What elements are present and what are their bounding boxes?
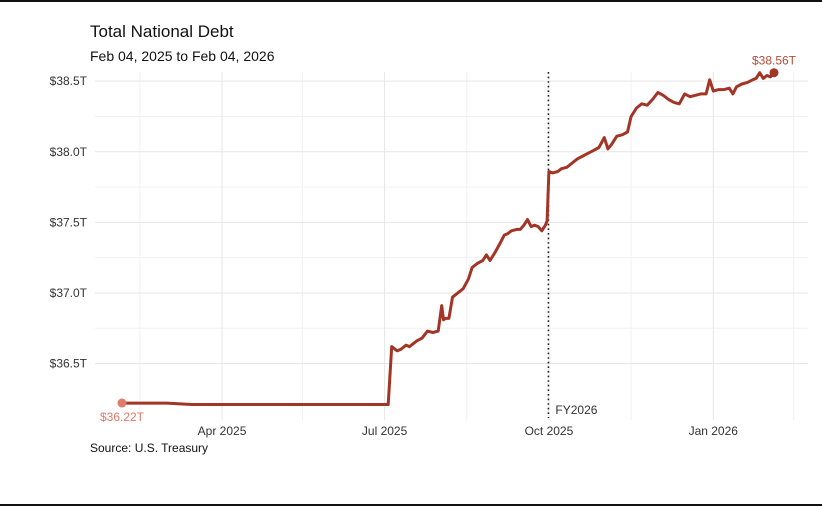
start-point — [117, 398, 127, 408]
y-tick-label: $36.5T — [50, 357, 88, 371]
end-value-label: $38.56T — [752, 54, 797, 68]
y-tick-label: $38.0T — [50, 145, 88, 159]
start-value-label: $36.22T — [100, 410, 145, 424]
x-tick-label: Jan 2026 — [689, 424, 739, 438]
chart-subtitle: Feb 04, 2025 to Feb 04, 2026 — [90, 48, 275, 64]
source-note: Source: U.S. Treasury — [90, 441, 209, 455]
annotations: FY2026 — [547, 72, 598, 418]
y-tick-label: $37.0T — [50, 286, 88, 300]
series-layer — [117, 68, 779, 408]
y-tick-label: $38.5T — [50, 74, 88, 88]
x-tick-label: Jul 2025 — [362, 424, 408, 438]
labels: $36.5T $37.0T $37.5T $38.0T $38.5T Apr 2025 Ju… — [50, 54, 797, 438]
end-point — [769, 68, 779, 78]
debt-line — [120, 71, 776, 406]
fiscal-year-label: FY2026 — [555, 403, 597, 417]
grid — [95, 72, 808, 420]
x-tick-label: Apr 2025 — [198, 424, 247, 438]
x-tick-label: Oct 2025 — [525, 424, 574, 438]
y-tick-label: $37.5T — [50, 215, 88, 229]
chart-title: Total National Debt — [90, 22, 234, 41]
